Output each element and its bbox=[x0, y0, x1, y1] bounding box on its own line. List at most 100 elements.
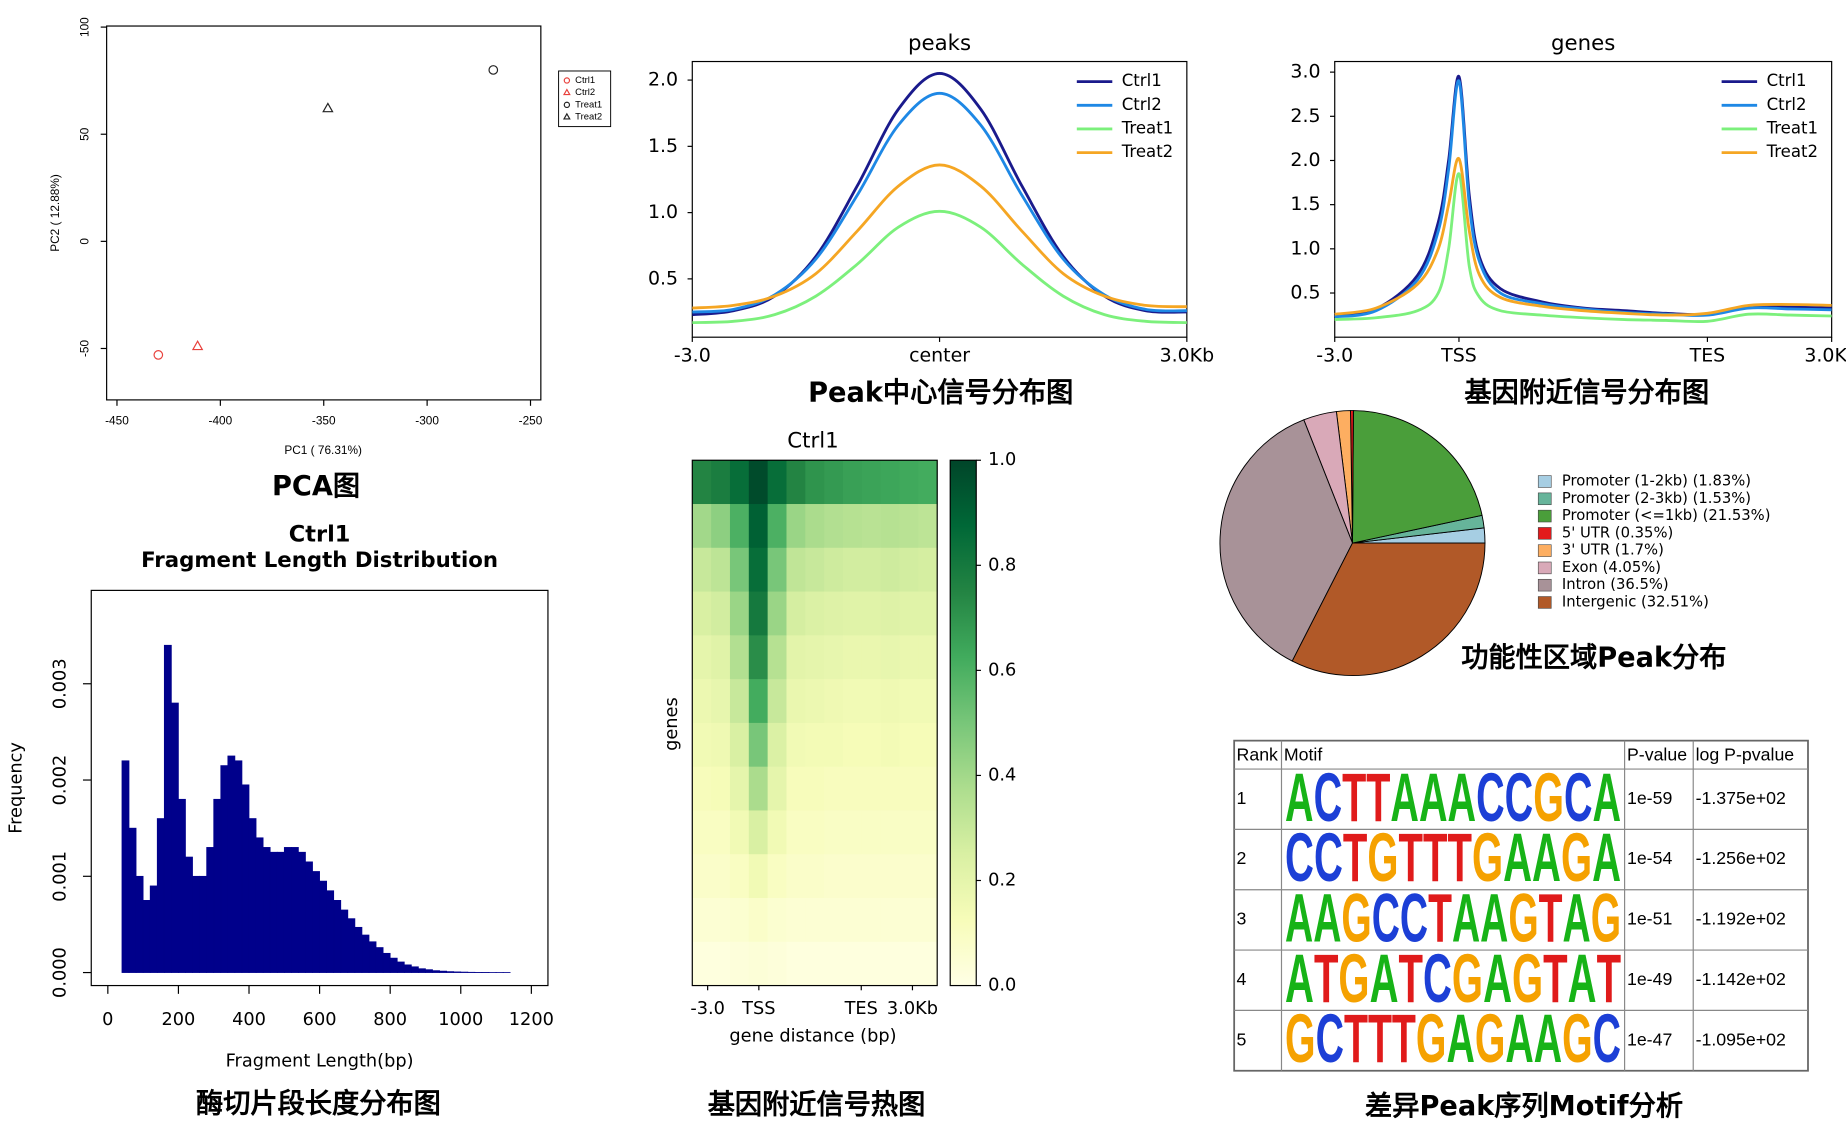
bar bbox=[418, 968, 426, 973]
heat-cell bbox=[805, 591, 825, 636]
heat-cell bbox=[918, 547, 938, 593]
x-tick-label: 600 bbox=[303, 1010, 337, 1030]
heat-cell bbox=[880, 547, 900, 593]
x-tick-label: 800 bbox=[373, 1010, 407, 1030]
caption: 基因附近信号热图 bbox=[708, 1090, 926, 1121]
heat-cell bbox=[786, 898, 806, 943]
bar bbox=[305, 861, 313, 973]
y-tick-label: 1.0 bbox=[1290, 237, 1320, 259]
heat-cell bbox=[861, 460, 882, 505]
motif-logo: CCTGTTTGAAGA bbox=[1285, 819, 1621, 896]
table-header: log P-pvalue bbox=[1696, 745, 1795, 765]
heat-cell bbox=[824, 679, 844, 724]
x-tick-label: TSS bbox=[741, 999, 775, 1019]
heat-cell bbox=[786, 810, 806, 855]
legend-swatch bbox=[1537, 544, 1552, 557]
heat-cell bbox=[767, 460, 787, 505]
x-tick-label: 3.0Kb bbox=[1804, 345, 1846, 367]
heat-cell bbox=[880, 591, 900, 636]
heat-cell bbox=[805, 679, 825, 724]
colorbar-tick-label: 0.6 bbox=[988, 660, 1016, 680]
heat-cell bbox=[880, 504, 900, 549]
y-tick-label: 3.0 bbox=[1290, 61, 1320, 83]
legend-label: Treat2 bbox=[1121, 142, 1173, 161]
x-tick-label: -3.0 bbox=[1316, 345, 1353, 367]
table-cell: 1e-51 bbox=[1627, 909, 1672, 929]
heat-cell bbox=[748, 635, 769, 680]
y-axis-label: Frequency bbox=[7, 742, 27, 834]
heat-cell bbox=[899, 941, 919, 987]
x-tick-label: TSS bbox=[1440, 345, 1477, 367]
caption: PCA图 bbox=[272, 471, 360, 502]
table-cell: -1.256e+02 bbox=[1696, 848, 1786, 868]
chart-title: genes bbox=[1551, 31, 1615, 56]
legend-label: Ctrl1 bbox=[1122, 71, 1162, 90]
heat-cell bbox=[729, 766, 750, 811]
colorbar-tick-label: 0.4 bbox=[988, 765, 1016, 785]
heat-cell bbox=[786, 504, 806, 549]
bar bbox=[171, 702, 179, 973]
legend-label: Treat1 bbox=[575, 99, 602, 110]
heat-cell bbox=[729, 941, 750, 987]
heat-cell bbox=[786, 547, 806, 593]
heat-cell bbox=[692, 635, 712, 680]
legend-swatch bbox=[1537, 492, 1552, 506]
heat-cell bbox=[824, 635, 844, 680]
x-tick-label: 1000 bbox=[438, 1010, 483, 1030]
heat-cell bbox=[880, 460, 900, 505]
heat-cell bbox=[786, 635, 806, 680]
bar bbox=[206, 847, 215, 973]
legend-label: 3' UTR (1.7%) bbox=[1562, 542, 1664, 559]
heat-cell bbox=[861, 722, 882, 768]
heat-cell bbox=[899, 810, 919, 855]
table-cell: 1e-54 bbox=[1627, 848, 1672, 868]
heat-cell bbox=[861, 810, 882, 855]
heat-cell bbox=[861, 547, 882, 593]
heat-cell bbox=[861, 635, 882, 680]
plot-frame bbox=[1334, 60, 1833, 338]
x-axis-label: gene distance (bp) bbox=[729, 1026, 896, 1046]
heat-cell bbox=[711, 854, 731, 899]
heat-cell bbox=[805, 722, 825, 768]
heat-cell bbox=[692, 898, 712, 943]
heat-cell bbox=[711, 635, 731, 680]
legend-label: Exon (4.05%) bbox=[1562, 559, 1661, 576]
heat-cell bbox=[711, 898, 731, 943]
bar bbox=[432, 970, 440, 973]
caption: 酶切片段长度分布图 bbox=[196, 1088, 441, 1120]
heat-cell bbox=[824, 766, 844, 811]
colorbar-tick-label: 0.2 bbox=[988, 870, 1016, 890]
bar bbox=[312, 871, 320, 973]
x-tick-label: 400 bbox=[232, 1010, 266, 1030]
heat-cell bbox=[824, 854, 844, 899]
table-cell: 3 bbox=[1237, 909, 1247, 929]
heat-cell bbox=[786, 460, 806, 505]
bar bbox=[319, 880, 328, 973]
legend-label: Intron (36.5%) bbox=[1562, 576, 1669, 593]
heat-cell bbox=[843, 679, 863, 724]
y-tick-label: 0.003 bbox=[50, 658, 70, 709]
heat-cell bbox=[918, 635, 938, 680]
legend-label: Treat1 bbox=[1121, 118, 1173, 137]
heat-cell bbox=[880, 810, 900, 855]
heat-cell bbox=[843, 460, 863, 505]
chart-title: Ctrl1 bbox=[787, 428, 838, 453]
heat-cell bbox=[767, 635, 787, 680]
y-tick-label: 2.0 bbox=[648, 69, 678, 91]
heat-cell bbox=[729, 810, 750, 855]
series-line bbox=[1334, 79, 1832, 319]
table-header: Motif bbox=[1284, 745, 1323, 765]
legend-label: Ctrl1 bbox=[1767, 71, 1807, 90]
heat-cell bbox=[767, 810, 787, 855]
caption: 基因附近信号分布图 bbox=[1464, 377, 1709, 408]
heat-cell bbox=[843, 766, 863, 811]
bar bbox=[389, 957, 398, 973]
heat-cell bbox=[805, 635, 825, 680]
heat-cell bbox=[899, 460, 919, 505]
heat-cell bbox=[748, 591, 769, 636]
y-tick-label: 50 bbox=[77, 127, 91, 141]
heat-cell bbox=[805, 941, 825, 987]
legend-swatch bbox=[1537, 527, 1552, 540]
y-tick-label: 0.5 bbox=[648, 267, 678, 289]
